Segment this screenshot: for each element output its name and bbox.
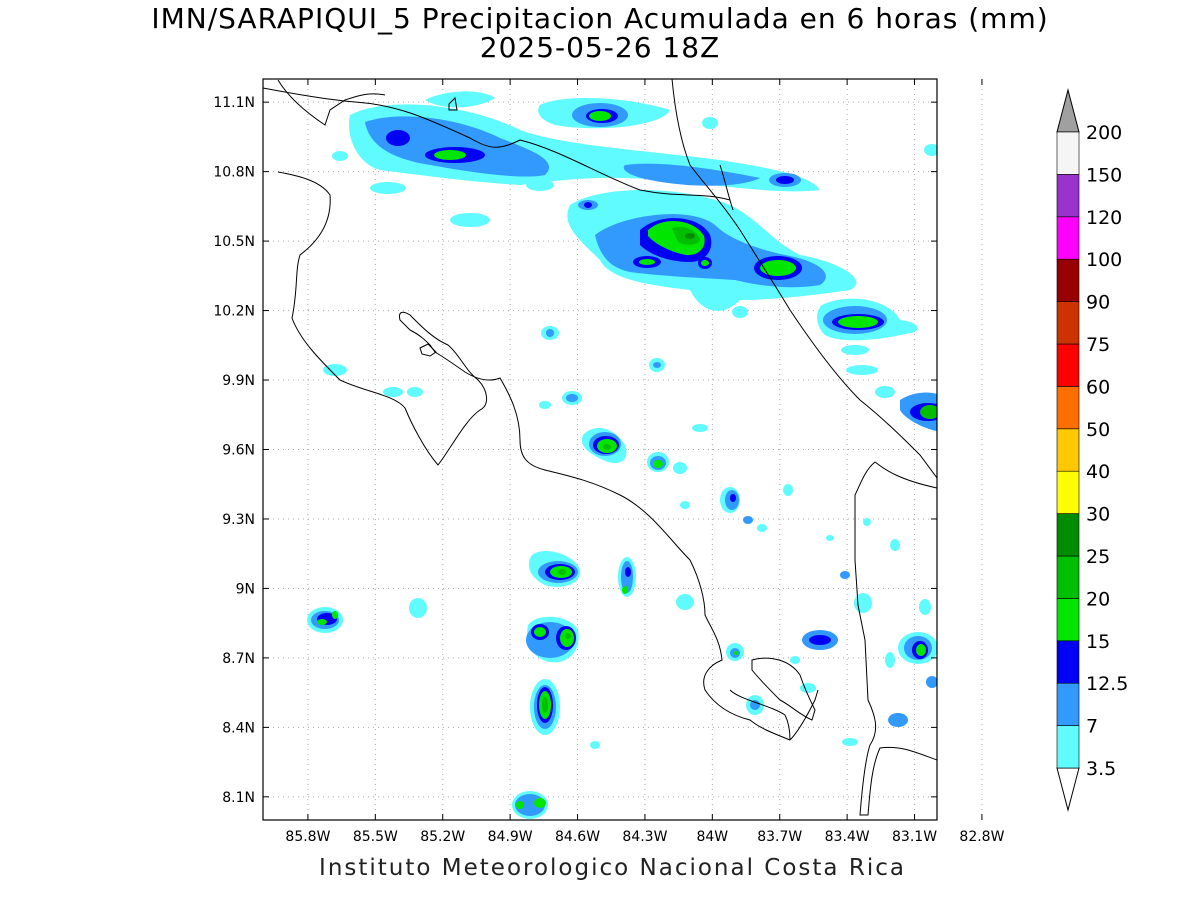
colorbar-swatch [1056,555,1080,599]
colorbar-level-label: 3.5 [1086,758,1116,780]
lat-tick-label: 10.5N [213,234,255,250]
lat-tick-label: 11.1N [213,95,255,111]
colorbar-level-label: 90 [1086,292,1110,314]
lat-tick-label: 9.3N [222,512,255,528]
rain-band-north [332,91,937,227]
colorbar-swatch [1056,598,1080,642]
lat-tick-label: 9N [236,581,255,597]
lat-tick-label: 8.4N [222,720,255,736]
precip-field [263,79,937,819]
lon-tick-label: 83.1W [892,829,937,845]
nicoya-island [419,343,437,357]
chart-title: IMN/SARAPIQUI_5 Precipitacion Acumulada … [151,2,1049,35]
northern-coast-line [277,79,386,126]
colorbar-swatch [1056,682,1080,726]
colorbar-level-label: 25 [1086,546,1110,568]
map-axis-ticks: 85.8W 85.5W 85.2W 84.9W 84.6W 84.3W 84W 83.7W 83… [213,79,1005,845]
colorbar-swatch [1056,513,1080,557]
nicaragua-border [263,87,731,201]
colorbar-level-label: 20 [1086,588,1110,610]
lat-tick-label: 10.2N [213,304,255,320]
colorbar-level-label: 75 [1086,334,1110,356]
colorbar-level-label: 50 [1086,419,1110,441]
colorbar-swatch [1056,131,1080,175]
colorbar-level-label: 120 [1086,207,1122,229]
colorbar-level-label: 30 [1086,504,1110,526]
lon-tick-label: 84.3W [622,829,667,845]
colorbar-swatch [1056,174,1080,218]
lon-tick-label: 85.8W [285,829,330,845]
colorbar-level-label: 100 [1086,249,1122,271]
lon-tick-label: 83.7W [757,829,802,845]
rain-cells-valley [323,179,793,532]
lon-tick-label: 83.4W [825,829,870,845]
lat-tick-label: 8.7N [222,651,255,667]
colorbar-swatch [1056,725,1080,769]
credit-footer: Instituto Meteorologico Nacional Costa R… [319,855,906,881]
eastern-border-north [719,164,734,211]
colorbar-swatch [1056,216,1080,260]
colorbar-swatch [1056,428,1080,472]
rain-band-central [567,190,857,318]
lon-tick-label: 84.6W [555,829,600,845]
colorbar-level-label: 12.5 [1086,673,1128,695]
osa-peninsula [751,657,816,721]
colorbar-level-label: 40 [1086,461,1110,483]
coastlines-borders [263,79,937,816]
colorbar-swatch [1056,470,1080,514]
colorbar-swatch [1056,640,1080,684]
pacific-coast-south [729,689,819,741]
colorbar-swatch [1056,301,1080,345]
colorbar-level-label: 15 [1086,631,1110,653]
colorbar-level-label: 7 [1086,716,1098,738]
colorbar-level-label: 200 [1086,122,1122,144]
colorbar-swatch [1056,343,1080,387]
colorbar-swatch [1056,386,1080,430]
colorbar-swatch [1056,258,1080,302]
rain-cells-east [817,298,937,432]
lon-tick-label: 85.2W [420,829,465,845]
lat-tick-label: 8.1N [222,790,255,806]
caribbean-coast [671,79,937,479]
lon-tick-label: 84W [696,829,728,845]
lon-tick-label: 85.5W [353,829,398,845]
colorbar-lower-arrow [1056,767,1080,812]
small-island-north [448,96,458,111]
lat-tick-label: 9.6N [222,443,255,459]
colorbar-level-label: 60 [1086,376,1110,398]
panama-border [854,461,937,816]
colorbar-level-label: 150 [1086,164,1122,186]
lon-tick-label: 84.9W [488,829,533,845]
rain-cells-south [307,518,937,819]
lat-tick-label: 10.8N [213,165,255,181]
colorbar-legend: 3.5 7 12.5 15 20 25 30 40 50 60 75 90 100 120 150 200 [1056,88,1128,812]
chart-subtitle-datetime: 2025-05-26 18Z [479,31,721,64]
lat-tick-label: 9.9N [222,373,255,389]
lon-tick-label: 82.8W [959,829,1004,845]
colorbar-upper-arrow [1056,88,1080,133]
pacific-coast-north [277,171,791,741]
